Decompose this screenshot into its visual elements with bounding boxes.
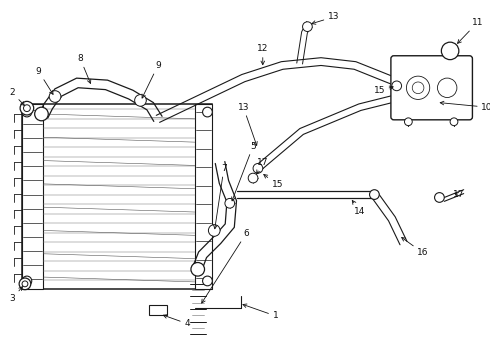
Circle shape bbox=[369, 190, 379, 199]
Circle shape bbox=[435, 193, 444, 202]
Circle shape bbox=[208, 225, 220, 236]
Bar bbox=[195, 104, 212, 289]
Circle shape bbox=[191, 262, 204, 276]
Circle shape bbox=[438, 78, 457, 98]
Circle shape bbox=[202, 276, 212, 286]
Circle shape bbox=[22, 276, 32, 286]
Text: 12: 12 bbox=[257, 45, 269, 65]
Text: 8: 8 bbox=[77, 54, 91, 84]
Bar bbox=[22, 104, 212, 289]
Circle shape bbox=[412, 82, 424, 94]
Circle shape bbox=[248, 173, 258, 183]
Circle shape bbox=[22, 281, 28, 287]
Circle shape bbox=[20, 102, 34, 115]
Circle shape bbox=[22, 107, 32, 117]
Circle shape bbox=[441, 42, 459, 60]
Text: 5: 5 bbox=[232, 141, 256, 201]
Text: 16: 16 bbox=[402, 238, 429, 257]
Text: 15: 15 bbox=[264, 175, 283, 189]
Circle shape bbox=[404, 118, 412, 126]
Circle shape bbox=[35, 107, 48, 121]
Circle shape bbox=[19, 278, 31, 290]
Circle shape bbox=[225, 198, 235, 208]
FancyBboxPatch shape bbox=[149, 305, 167, 315]
Text: 4: 4 bbox=[163, 315, 190, 328]
Circle shape bbox=[253, 163, 263, 173]
Text: 7: 7 bbox=[214, 164, 227, 229]
Circle shape bbox=[406, 76, 430, 99]
Circle shape bbox=[202, 107, 212, 117]
Text: 17: 17 bbox=[453, 190, 465, 199]
Text: 6: 6 bbox=[202, 229, 249, 303]
Text: 13: 13 bbox=[312, 13, 340, 24]
FancyBboxPatch shape bbox=[391, 56, 472, 120]
Circle shape bbox=[392, 81, 402, 91]
Circle shape bbox=[450, 118, 458, 126]
Text: 11: 11 bbox=[458, 18, 483, 43]
Text: 13: 13 bbox=[238, 103, 257, 145]
Text: 9: 9 bbox=[142, 61, 161, 98]
Text: 17: 17 bbox=[257, 158, 269, 174]
Text: 10: 10 bbox=[440, 101, 490, 112]
Circle shape bbox=[135, 95, 147, 106]
Text: 1: 1 bbox=[243, 304, 278, 320]
Text: 2: 2 bbox=[9, 88, 24, 105]
Text: 3: 3 bbox=[9, 287, 23, 303]
Circle shape bbox=[302, 22, 312, 31]
Text: 14: 14 bbox=[352, 201, 366, 216]
Circle shape bbox=[49, 91, 61, 102]
Text: 15: 15 bbox=[373, 86, 393, 95]
Bar bbox=[22, 104, 44, 289]
Circle shape bbox=[24, 105, 30, 112]
Text: 9: 9 bbox=[36, 67, 53, 94]
